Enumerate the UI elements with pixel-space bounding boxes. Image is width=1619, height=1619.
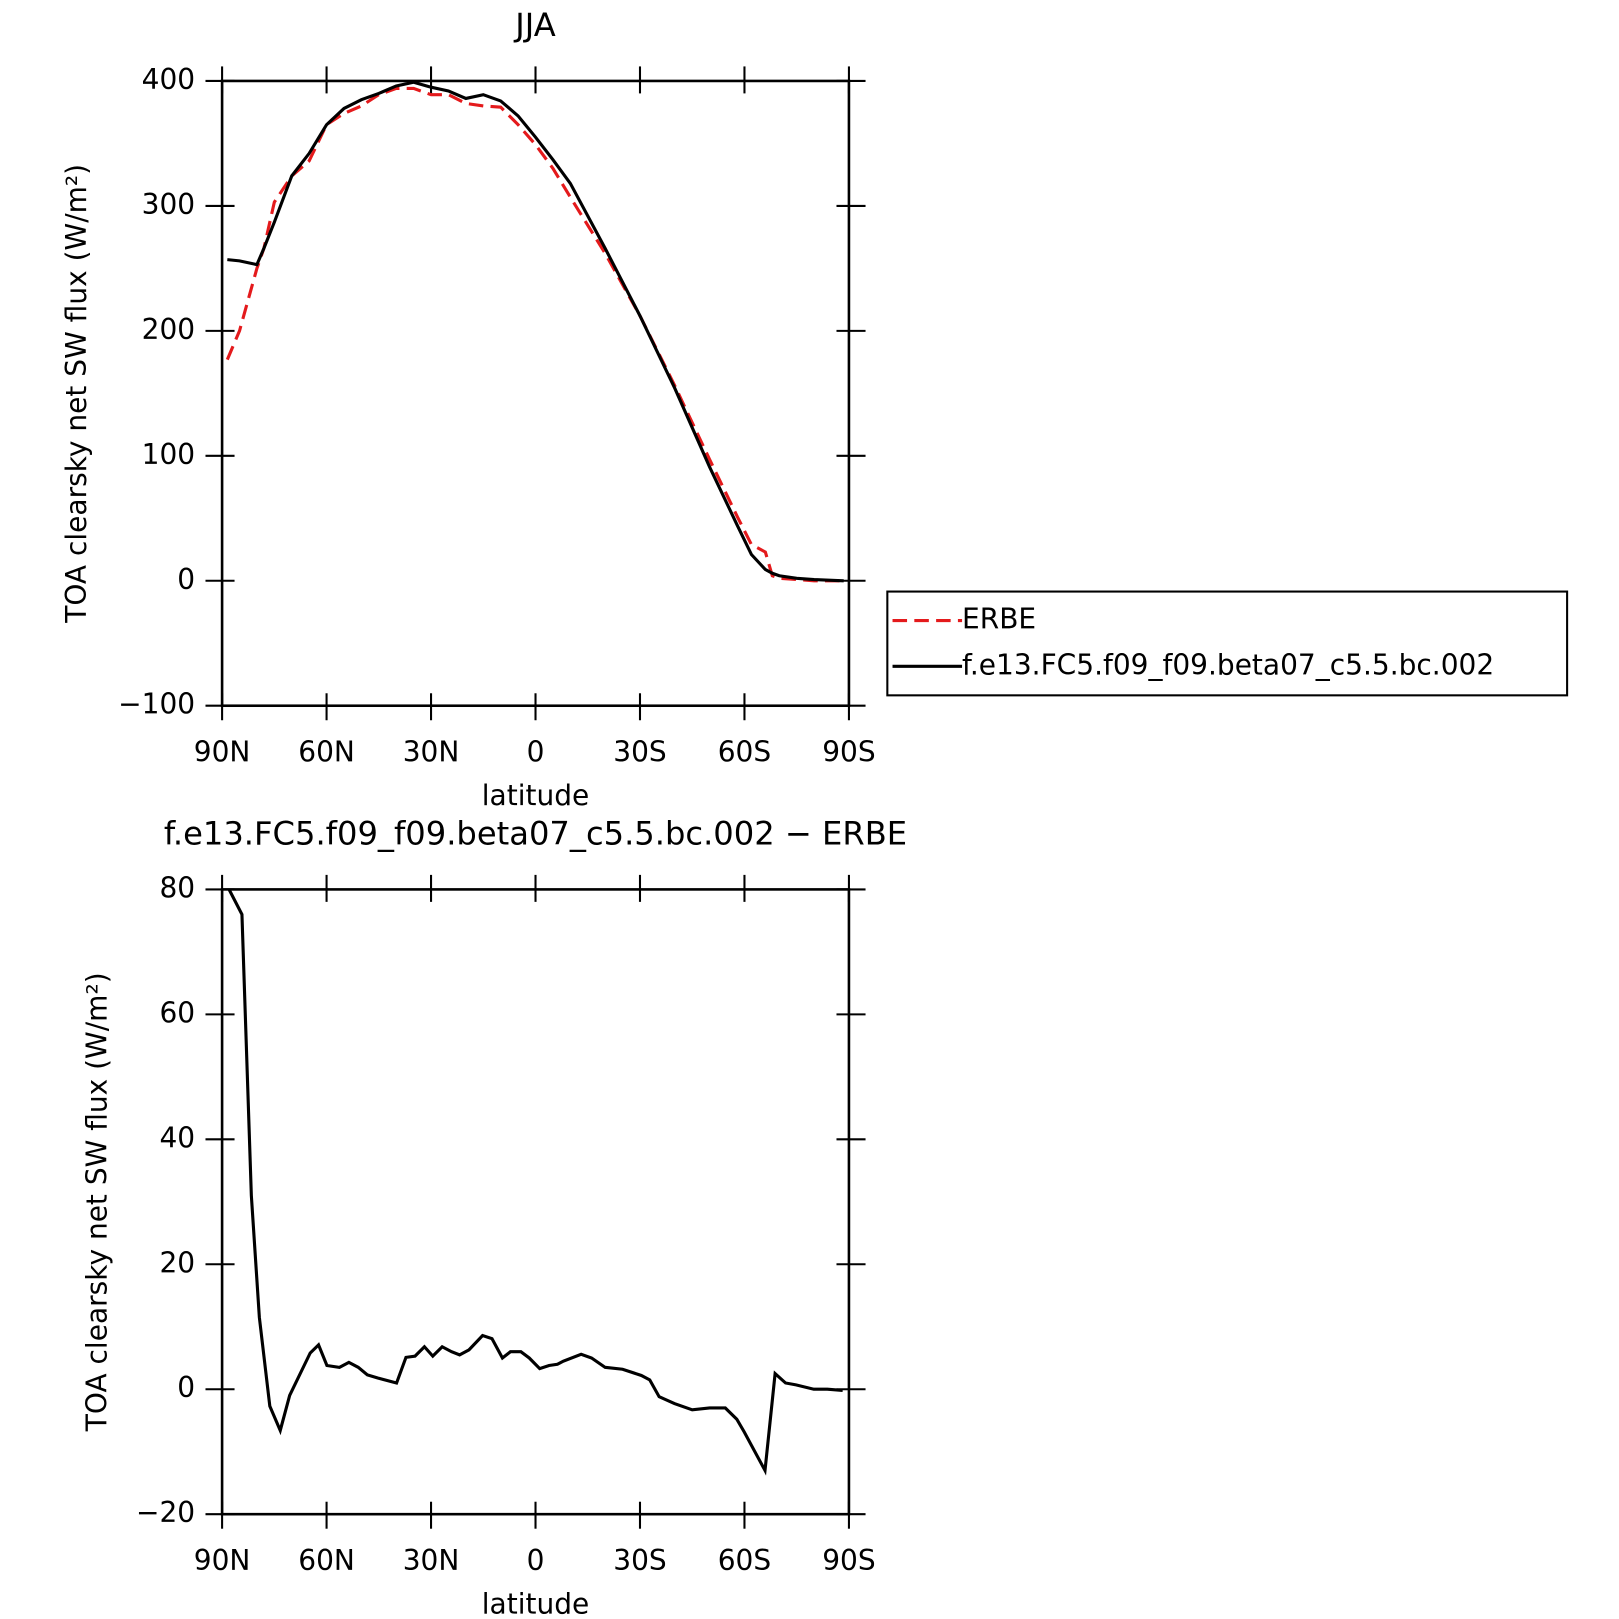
x-tick-label: 60S	[718, 1544, 771, 1577]
y-axis-label: TOA clearsky net SW flux (W/m²)	[60, 164, 93, 624]
y-tick-label: 300	[142, 188, 195, 221]
y-tick-label: 60	[159, 996, 195, 1029]
x-tick-label: 60N	[298, 1544, 355, 1577]
y-axis-label: TOA clearsky net SW flux (W/m²)	[81, 972, 114, 1432]
x-tick-label: 90S	[822, 1544, 875, 1577]
y-tick-label: −20	[136, 1496, 195, 1529]
y-tick-label: −100	[118, 688, 195, 721]
x-tick-label: 90N	[194, 1544, 251, 1577]
x-tick-label: 90N	[194, 735, 251, 768]
chart-title: f.e13.FC5.f09_f09.beta07_c5.5.bc.002 − E…	[164, 814, 907, 852]
plot-frame	[220, 888, 851, 1516]
series-line	[227, 888, 843, 1476]
x-tick-label: 30S	[613, 735, 666, 768]
y-tick-label: 100	[142, 438, 195, 471]
x-axis-label: latitude	[482, 779, 589, 812]
legend-label: ERBE	[962, 603, 1036, 636]
chart-title: JJA	[513, 6, 555, 44]
y-tick-label: 80	[159, 871, 195, 904]
x-axis-label: latitude	[482, 1588, 589, 1619]
y-tick-label: 20	[159, 1246, 195, 1279]
legend-box	[886, 590, 1569, 697]
x-tick-label: 0	[527, 1544, 545, 1577]
y-tick-label: 40	[159, 1121, 195, 1154]
y-tick-label: 0	[177, 563, 195, 596]
y-tick-label: 0	[177, 1371, 195, 1404]
plot-frame	[220, 79, 851, 708]
x-tick-label: 60N	[298, 735, 355, 768]
legend-label: f.e13.FC5.f09_f09.beta07_c5.5.bc.002	[962, 648, 1494, 681]
x-tick-label: 0	[527, 735, 545, 768]
x-tick-label: 30N	[403, 735, 460, 768]
y-tick-label: 400	[142, 63, 195, 96]
x-tick-label: 90S	[822, 735, 875, 768]
series-line	[227, 80, 844, 583]
x-tick-label: 60S	[718, 735, 771, 768]
series-line	[225, 86, 844, 583]
x-tick-label: 30N	[403, 1544, 460, 1577]
x-tick-label: 30S	[613, 1544, 666, 1577]
y-tick-label: 200	[142, 313, 195, 346]
